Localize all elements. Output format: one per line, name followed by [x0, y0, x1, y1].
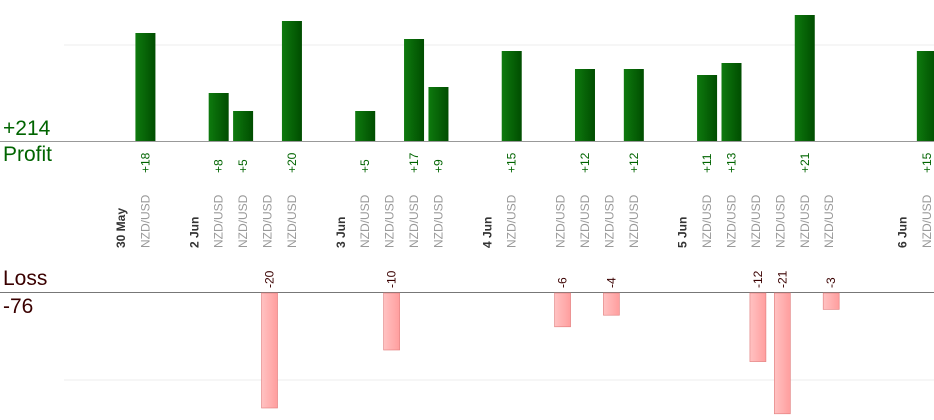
loss-value-label: -21 [775, 270, 789, 288]
profit-bar [916, 51, 934, 141]
profit-bar [428, 87, 449, 141]
profit-value-label: +9 [431, 159, 445, 173]
symbol-label: NZD/USD [407, 194, 421, 248]
profit-value-label: +11 [700, 153, 714, 173]
profit-value-label: +8 [212, 159, 226, 173]
symbol-label: NZD/USD [920, 194, 934, 248]
symbol-label: NZD/USD [773, 194, 787, 248]
profit-bar [501, 51, 522, 141]
symbol-label: NZD/USD [431, 194, 445, 248]
symbol-label: NZD/USD [358, 194, 372, 248]
date-label: 2 Jun [187, 217, 201, 248]
profit-bar [574, 69, 595, 141]
profit-bar [233, 111, 254, 141]
profit-value-label: +5 [236, 159, 250, 173]
symbol-label: NZD/USD [749, 194, 763, 248]
symbol-label: NZD/USD [212, 194, 226, 248]
profit-value-label: +20 [285, 152, 299, 173]
loss-bar [603, 292, 620, 316]
profit-bar [721, 63, 742, 141]
symbol-label: NZD/USD [138, 194, 152, 248]
symbol-label: NZD/USD [602, 194, 616, 248]
loss-bar [774, 292, 791, 415]
profit-value-label: +12 [627, 152, 641, 173]
profit-bar [281, 21, 302, 141]
profit-value-label: +17 [407, 152, 421, 173]
loss-bar [261, 292, 278, 409]
profit-value-label: +13 [725, 152, 739, 173]
loss-bar [554, 292, 571, 328]
symbol-label: NZD/USD [505, 194, 519, 248]
profit-label: Profit [3, 143, 53, 166]
date-label: 3 Jun [334, 217, 348, 248]
symbol-label: NZD/USD [700, 194, 714, 248]
profit-value-label: +12 [578, 152, 592, 173]
profit-value-label: +15 [920, 152, 934, 173]
symbol-label: NZD/USD [578, 194, 592, 248]
profit-bar [623, 69, 644, 141]
loss-value-label: -4 [604, 277, 618, 288]
profit-bar [794, 15, 815, 141]
symbol-label: NZD/USD [236, 194, 250, 248]
symbol-label: NZD/USD [554, 194, 568, 248]
profit-value-label: +5 [358, 159, 372, 173]
profit-bar [404, 39, 425, 141]
date-label: 4 Jun [480, 217, 494, 248]
loss-value-label: -12 [751, 270, 765, 288]
profit-bar [135, 33, 156, 141]
loss-bar [822, 292, 840, 310]
profit-bar [208, 93, 229, 141]
profit-total: +214 [3, 117, 51, 140]
symbol-label: NZD/USD [285, 194, 299, 248]
symbol-label: NZD/USD [261, 194, 275, 248]
date-label: 30 May [114, 208, 128, 248]
symbol-label: NZD/USD [798, 194, 812, 248]
symbol-label: NZD/USD [725, 194, 739, 248]
date-label: 5 Jun [676, 217, 690, 248]
loss-label: Loss [3, 267, 48, 290]
loss-bar [383, 292, 400, 351]
loss-value-label: -3 [824, 277, 838, 288]
loss-value-label: -10 [385, 270, 399, 288]
date-label: 6 Jun [895, 217, 909, 248]
profit-value-label: +21 [798, 152, 812, 173]
symbol-label: NZD/USD [822, 194, 836, 248]
loss-bar [749, 292, 767, 362]
loss-total: -76 [3, 295, 34, 318]
loss-value-label: -20 [263, 270, 277, 288]
profit-value-label: +18 [138, 152, 152, 173]
profit-value-label: +15 [505, 152, 519, 173]
profit-bar [697, 75, 718, 141]
symbol-label: NZD/USD [627, 194, 641, 248]
symbol-label: NZD/USD [383, 194, 397, 248]
loss-value-label: -6 [556, 277, 570, 288]
profit-bar [355, 111, 376, 141]
